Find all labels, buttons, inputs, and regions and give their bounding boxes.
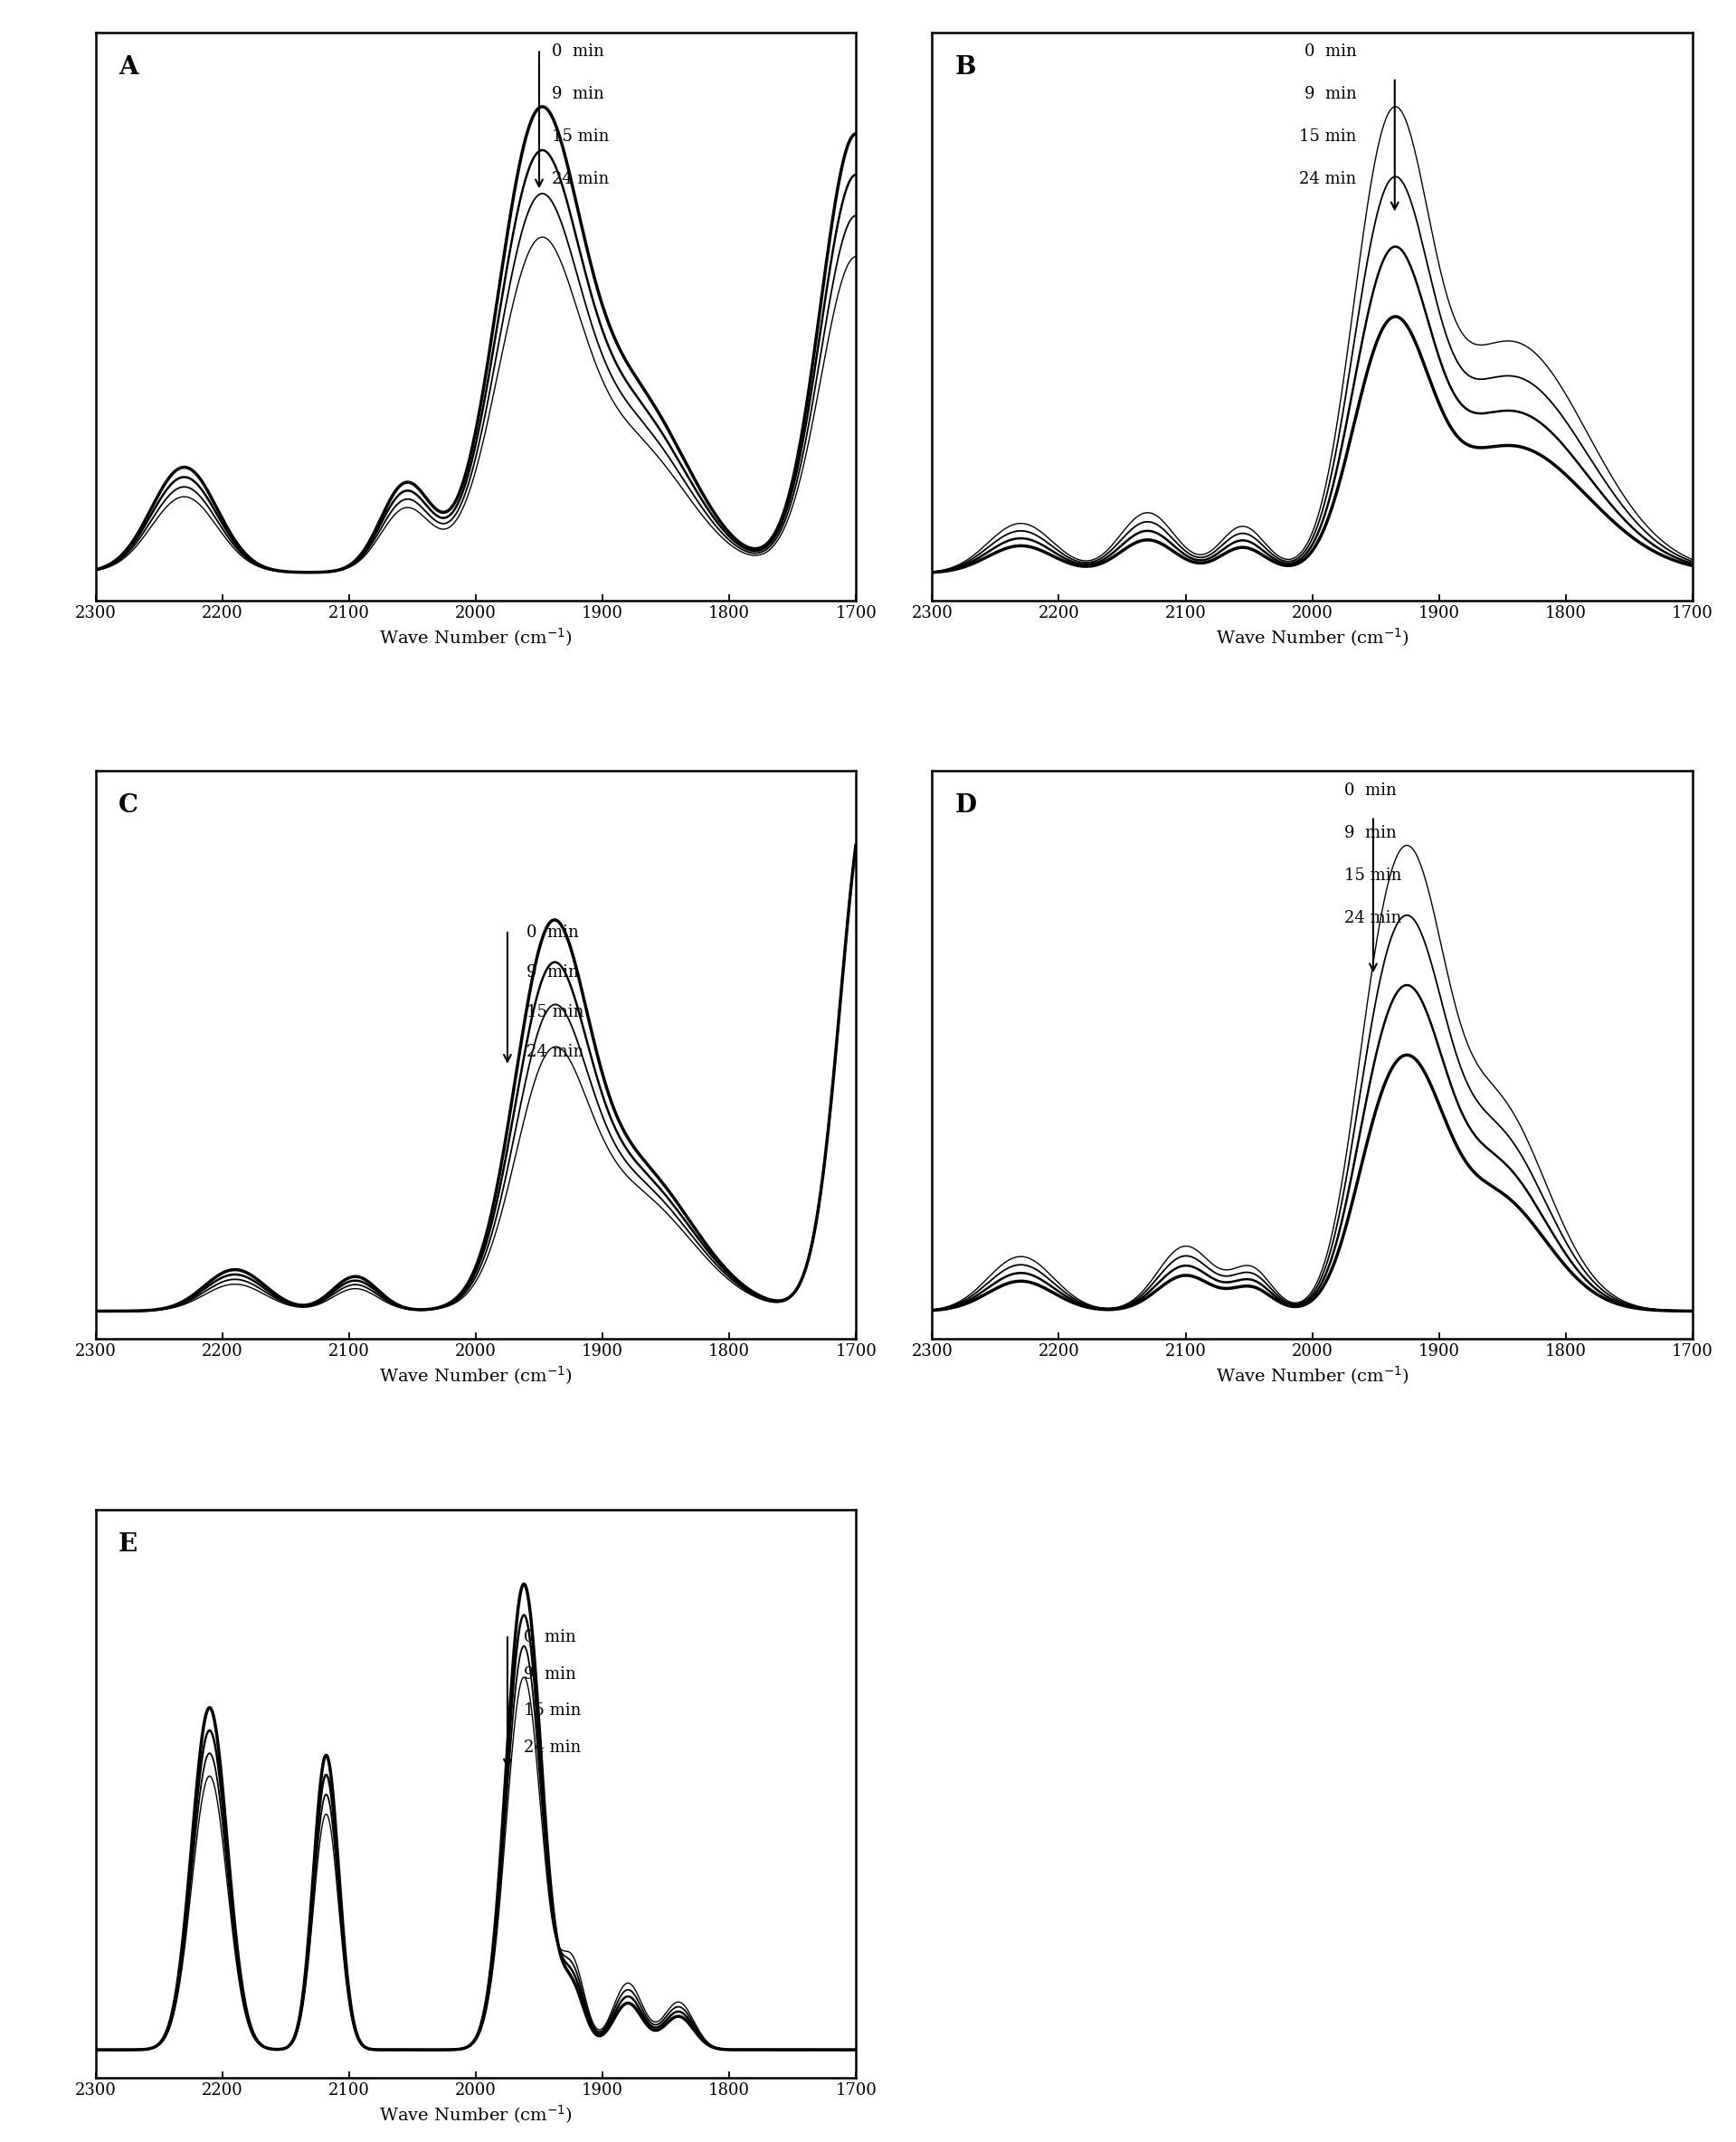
Text: 9  min: 9 min xyxy=(524,1666,576,1681)
Text: 0  min: 0 min xyxy=(524,1628,576,1645)
X-axis label: Wave Number (cm$^{-1}$): Wave Number (cm$^{-1}$) xyxy=(378,1364,573,1388)
Text: 0  min: 0 min xyxy=(526,923,578,940)
Text: 0  min: 0 min xyxy=(1304,43,1358,60)
Text: 9  min: 9 min xyxy=(1304,86,1358,103)
Text: A: A xyxy=(118,56,137,79)
Text: 15 min: 15 min xyxy=(526,1005,583,1020)
Text: D: D xyxy=(955,793,977,818)
X-axis label: Wave Number (cm$^{-1}$): Wave Number (cm$^{-1}$) xyxy=(378,625,573,649)
X-axis label: Wave Number (cm$^{-1}$): Wave Number (cm$^{-1}$) xyxy=(378,2103,573,2125)
Text: 15 min: 15 min xyxy=(552,129,609,146)
Text: E: E xyxy=(118,1532,137,1557)
Text: 24 min: 24 min xyxy=(526,1043,583,1060)
Text: 24 min: 24 min xyxy=(552,171,609,188)
Text: C: C xyxy=(118,793,139,818)
Text: 24 min: 24 min xyxy=(524,1739,582,1756)
Text: 15 min: 15 min xyxy=(1344,868,1401,885)
X-axis label: Wave Number (cm$^{-1}$): Wave Number (cm$^{-1}$) xyxy=(1215,625,1410,649)
Text: 9  min: 9 min xyxy=(526,964,578,981)
Text: 0  min: 0 min xyxy=(1344,782,1396,799)
Text: 15 min: 15 min xyxy=(1299,129,1358,146)
Text: 9  min: 9 min xyxy=(1344,825,1396,842)
Text: B: B xyxy=(955,56,976,79)
X-axis label: Wave Number (cm$^{-1}$): Wave Number (cm$^{-1}$) xyxy=(1215,1364,1410,1388)
Text: 24 min: 24 min xyxy=(1300,171,1358,188)
Text: 0  min: 0 min xyxy=(552,43,604,60)
Text: 24 min: 24 min xyxy=(1344,910,1401,925)
Text: 9  min: 9 min xyxy=(552,86,604,103)
Text: 15 min: 15 min xyxy=(524,1703,582,1720)
